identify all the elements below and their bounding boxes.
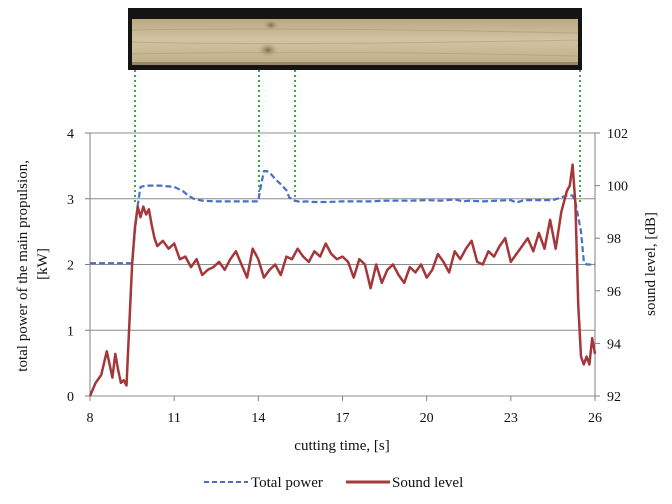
series-line-sound-level [88,163,597,397]
y-left-axis-label-line1: total power of the main propulsion, [15,160,31,372]
wood-sample-photo [128,8,582,70]
y-right-tick-label: 94 [607,337,621,352]
x-ticks: 8 11 14 17 20 23 26 [87,396,602,426]
x-tick-label: 26 [588,411,602,426]
y-left-tick-label: 2 [67,259,74,274]
y-right-tick-label: 96 [607,285,621,300]
y-right-axis-label: sound level, [dB] [643,212,659,316]
y-right-tick-label: 98 [607,232,621,247]
y-left-axis-label-line2: [kW] [35,248,51,280]
photo-connector-lines [134,70,581,205]
series-layer [88,163,597,397]
x-tick-label: 8 [87,411,94,426]
plot-area [88,132,597,397]
x-tick-label: 17 [336,411,350,426]
y-right-tick-label: 102 [607,127,628,142]
y-left-tick-label: 0 [67,390,74,405]
y-left-ticks: 0 1 2 3 4 [67,127,90,405]
y-left-tick-label: 1 [67,324,74,339]
x-tick-label: 23 [504,411,518,426]
legend-label-sound-level: Sound level [392,475,463,491]
y-left-tick-label: 3 [67,193,74,208]
legend-label-total-power: Total power [251,475,323,491]
series-line-total-power [90,170,595,266]
x-tick-label: 11 [167,411,180,426]
gridlines [90,132,595,397]
y-left-tick-label: 4 [67,127,74,142]
y-left-axis-label: total power of the main propulsion, [kW] [15,156,51,371]
x-tick-label: 14 [251,411,265,426]
x-tick-label: 20 [420,411,434,426]
y-right-ticks: 92 94 96 98 100 102 [595,127,628,405]
y-right-tick-label: 100 [607,180,628,195]
x-axis-label: cutting time, [s] [294,438,389,454]
legend: Total power Sound level [204,475,463,491]
y-right-tick-label: 92 [607,390,621,405]
